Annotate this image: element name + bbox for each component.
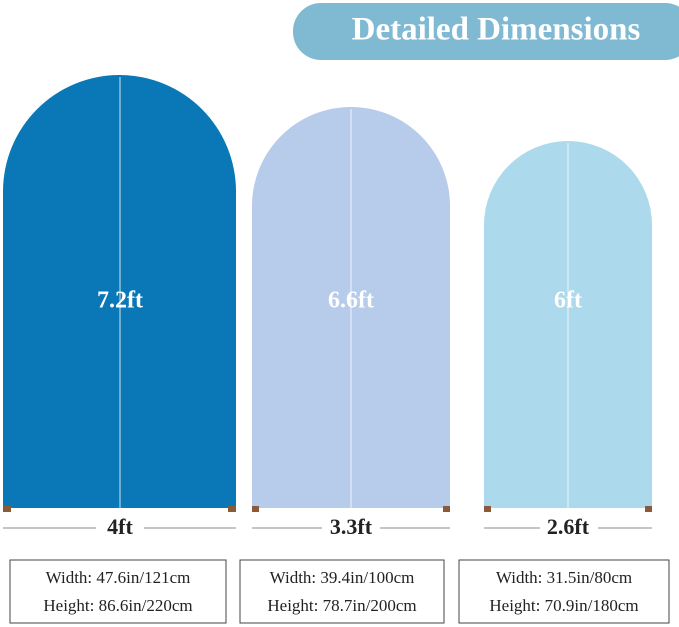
title: Detailed Dimensions	[352, 12, 641, 48]
foot	[3, 506, 11, 512]
height-label: 7.2ft	[97, 288, 143, 314]
foot	[443, 506, 450, 512]
title-pill	[293, 3, 679, 60]
spec-height: Height: 70.9in/180cm	[489, 596, 638, 615]
spec-box	[239, 559, 445, 624]
spec-box	[458, 559, 670, 624]
width-label: 2.6ft	[547, 514, 590, 539]
width-label: 3.3ft	[330, 514, 373, 539]
width-label: 4ft	[107, 514, 133, 539]
foot	[484, 506, 491, 512]
foot	[645, 506, 652, 512]
spec-width: Width: 47.6in/121cm	[46, 568, 191, 587]
spec-box	[9, 559, 227, 624]
spec-width: Width: 39.4in/100cm	[270, 568, 415, 587]
label-bg	[96, 516, 144, 540]
spec-height: Height: 78.7in/200cm	[267, 596, 416, 615]
foot	[228, 506, 236, 512]
spec-width: Width: 31.5in/80cm	[496, 568, 632, 587]
label-bg	[322, 516, 380, 540]
foot	[252, 506, 259, 512]
spec-height: Height: 86.6in/220cm	[43, 596, 192, 615]
height-label: 6ft	[554, 288, 582, 314]
label-bg	[540, 516, 598, 540]
height-label: 6.6ft	[328, 288, 374, 314]
